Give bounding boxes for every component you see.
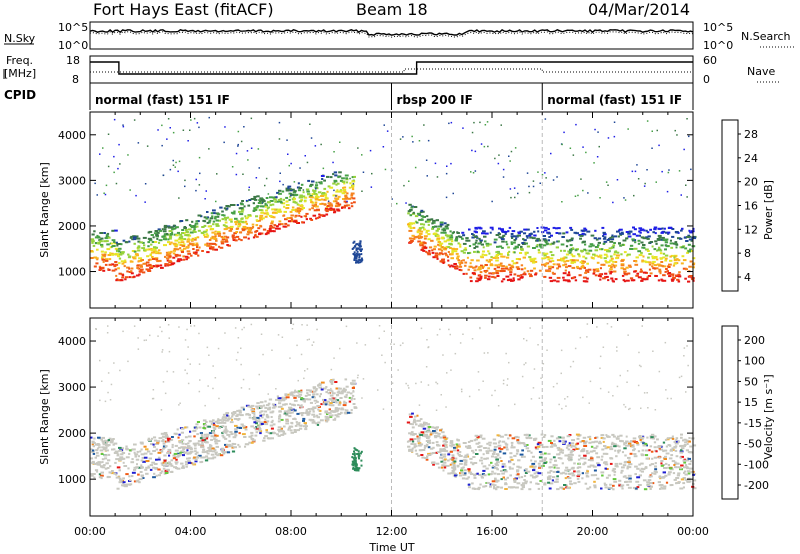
station-title: Fort Hays East (fitACF) <box>93 0 274 19</box>
xtick-label: 04:00 <box>175 525 207 538</box>
noise-search-line <box>89 31 694 38</box>
velocity-panel: 1000 2000 3000 4000 Slant Range [km] 200 100… <box>38 317 775 517</box>
beam-title: Beam 18 <box>356 0 428 19</box>
colorbar-tick: 100 <box>744 355 765 368</box>
ytick-label: 4000 <box>58 129 86 142</box>
colorbar-tick: -15 <box>744 417 762 430</box>
xtick-label: 20:00 <box>577 525 609 538</box>
power-ylabel: Slant Range [km] <box>38 162 51 258</box>
nsky-tick-top: 10^5 <box>58 21 88 34</box>
cpid-panel: CPID normal (fast) 151 IF rbsp 200 IF norm… <box>4 83 694 110</box>
freq-unit-label: [MHz] <box>4 67 36 80</box>
freq-line <box>90 61 693 75</box>
freq-tick-bottom: 8 <box>72 73 79 86</box>
date-title: 04/Mar/2014 <box>588 0 690 19</box>
colorbar-tick: 16 <box>744 200 758 213</box>
ytick-label: 1000 <box>58 473 86 486</box>
colorbar-tick: 15 <box>744 396 758 409</box>
ytick-label: 3000 <box>58 381 86 394</box>
colorbar-tick: 200 <box>744 334 765 347</box>
xtick-label: 00:00 <box>677 525 709 538</box>
nave-tick-bottom: 0 <box>703 73 710 86</box>
noise-panel: N.Sky 10^5 10^0 10^5 10^0 N.Search <box>4 21 795 52</box>
cpid-segment-label: rbsp 200 IF <box>397 93 473 107</box>
time-axis: 00:00 04:00 08:00 12:00 16:00 20:00 00:00 <box>74 525 709 538</box>
time-axis-label: Time UT <box>368 541 414 554</box>
power-panel: 1000 2000 3000 4000 Slant Range [km] 4 8 12 16… <box>38 111 775 309</box>
nsky-label: N.Sky <box>4 32 36 45</box>
freq-label: Freq. <box>6 54 33 67</box>
nave-tick-top: 60 <box>703 54 717 67</box>
noise-sky-line <box>89 28 694 36</box>
colorbar-tick: -100 <box>744 458 769 471</box>
colorbar-tick: 50 <box>744 375 758 388</box>
colorbar-tick: 12 <box>744 223 758 236</box>
colorbar-tick: -200 <box>744 479 769 492</box>
colorbar-tick: 24 <box>744 152 758 165</box>
colorbar-tick: 8 <box>744 247 751 260</box>
cpid-segment-label: normal (fast) 151 IF <box>95 93 230 107</box>
freq-panel: Freq. [MHz] 18 8 60 0 Nave <box>3 54 780 86</box>
ytick-label: 4000 <box>58 335 86 348</box>
colorbar-tick: -50 <box>744 438 762 451</box>
cpid-segment-label: normal (fast) 151 IF <box>547 93 682 107</box>
nsearch-tick-top: 10^5 <box>703 21 733 34</box>
xtick-label: 08:00 <box>275 525 307 538</box>
colorbar-tick: 4 <box>744 271 751 284</box>
colorbar-tick: 20 <box>744 176 758 189</box>
velocity-ylabel: Slant Range [km] <box>38 369 51 465</box>
power-colorbar-label: Power [dB] <box>762 180 775 240</box>
nave-label: Nave <box>747 65 775 78</box>
ytick-label: 2000 <box>58 220 86 233</box>
ytick-label: 2000 <box>58 427 86 440</box>
nsky-tick-bottom: 10^0 <box>58 39 88 52</box>
colorbar-tick: 28 <box>744 128 758 141</box>
cpid-label: CPID <box>4 88 36 102</box>
nsearch-tick-bottom: 10^0 <box>703 39 733 52</box>
xtick-label: 00:00 <box>74 525 106 538</box>
ytick-label: 1000 <box>58 266 86 279</box>
freq-tick-top: 18 <box>66 54 80 67</box>
ytick-label: 3000 <box>58 174 86 187</box>
velocity-colorbar-label: Velocity [m s⁻¹] <box>762 374 775 459</box>
nave-line <box>90 68 693 73</box>
nsearch-label: N.Search <box>741 30 791 43</box>
xtick-label: 16:00 <box>476 525 508 538</box>
xtick-label: 12:00 <box>376 525 408 538</box>
